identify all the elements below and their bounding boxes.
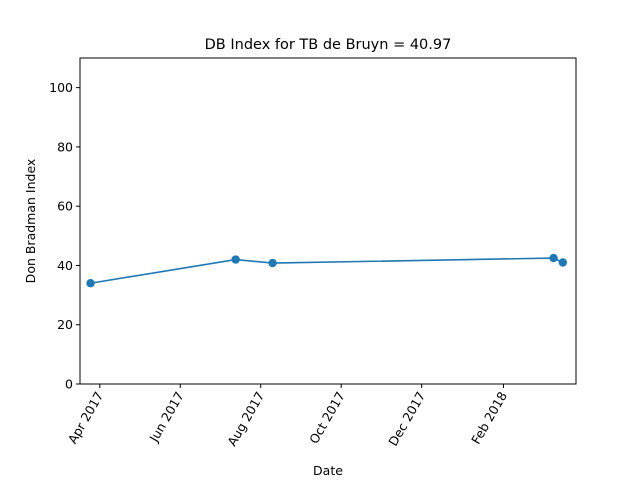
y-axis-label: Don Bradman Index [23, 159, 38, 284]
plot-frame [79, 57, 577, 385]
x-tick-label: Aug 2017 [224, 389, 267, 449]
y-tick-label: 60 [57, 199, 73, 214]
y-tick-label: 40 [57, 258, 73, 273]
series-line [90, 257, 564, 285]
data-point [549, 253, 558, 263]
y-tick-label: 80 [57, 139, 73, 154]
x-tick-label: Dec 2017 [385, 389, 428, 448]
data-point [86, 279, 95, 288]
y-axis-ticks: 0 20 40 60 80 100 [49, 80, 80, 392]
x-tick-label: Jun 2017 [146, 389, 187, 445]
x-tick-label: Feb 2018 [468, 389, 510, 447]
data-point [558, 258, 568, 267]
data-point [268, 258, 277, 268]
x-axis-label: Date [313, 463, 343, 478]
y-tick-label: 0 [65, 377, 73, 392]
chart-title: DB Index for TB de Bruyn = 40.97 [205, 37, 452, 53]
x-tick-label: Oct 2017 [306, 389, 348, 446]
series-line-group [86, 253, 568, 288]
x-axis-ticks: Apr 2017 Jun 2017 Aug 2017 Oct 2017 Dec 2017… [65, 384, 510, 449]
y-tick-label: 20 [57, 317, 73, 332]
data-point [231, 255, 240, 264]
y-tick-label: 100 [49, 80, 73, 95]
x-tick-label: Apr 2017 [65, 389, 107, 446]
